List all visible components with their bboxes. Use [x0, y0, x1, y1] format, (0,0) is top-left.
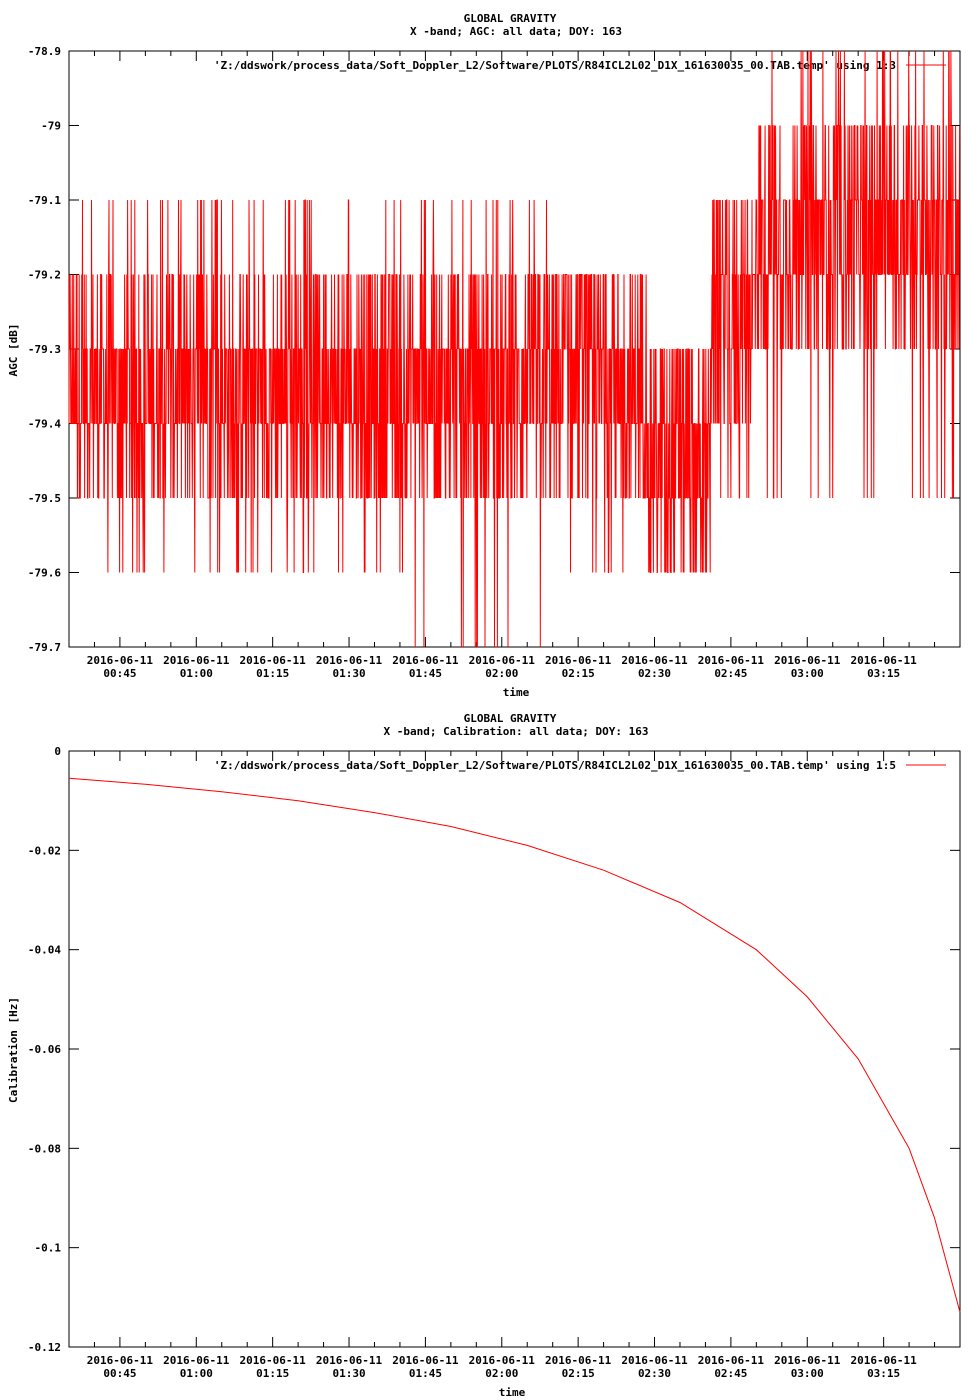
calibration-x-tick-date: 2016-06-11 [774, 1354, 841, 1367]
calibration-x-tick-time: 02:15 [562, 1367, 595, 1380]
agc-x-tick-date: 2016-06-11 [392, 654, 459, 667]
calibration-x-tick-date: 2016-06-11 [392, 1354, 459, 1367]
calibration-chart-subtitle: X -band; Calibration: all data; DOY: 163 [384, 725, 649, 738]
agc-x-tick-time: 03:00 [791, 667, 824, 680]
calibration-x-tick-time: 02:45 [714, 1367, 747, 1380]
agc-x-tick-date: 2016-06-11 [774, 654, 841, 667]
calibration-y-tick-label: 0 [54, 745, 61, 758]
agc-y-tick-label: -79.3 [28, 343, 61, 356]
agc-x-tick-date: 2016-06-11 [240, 654, 307, 667]
calibration-plot-frame [68, 750, 961, 1348]
agc-x-tick-time: 01:00 [180, 667, 213, 680]
agc-chart: GLOBAL GRAVITY X -band; AGC: all data; D… [7, 12, 961, 699]
agc-y-tick-label: -79 [41, 120, 61, 133]
calibration-x-tick-time: 00:45 [103, 1367, 136, 1380]
calibration-chart: GLOBAL GRAVITY X -band; Calibration: all… [7, 712, 961, 1399]
agc-x-tick-date: 2016-06-11 [316, 654, 383, 667]
agc-x-tick-time: 02:45 [714, 667, 747, 680]
agc-x-tick-time: 00:45 [103, 667, 136, 680]
calibration-chart-title: GLOBAL GRAVITY [464, 712, 557, 725]
agc-x-tick-date: 2016-06-11 [469, 654, 536, 667]
agc-y-tick-label: -79.2 [28, 269, 61, 282]
agc-x-tick-time: 01:30 [332, 667, 365, 680]
agc-x-tick-time: 01:15 [256, 667, 289, 680]
agc-x-tick-date: 2016-06-11 [545, 654, 612, 667]
agc-y-tick-label: -79.1 [28, 194, 61, 207]
agc-chart-title: GLOBAL GRAVITY [464, 12, 557, 25]
calibration-legend-label: 'Z:/ddswork/process_data/Soft_Doppler_L2… [214, 759, 896, 772]
agc-x-tick-date: 2016-06-11 [163, 654, 230, 667]
calibration-y-tick-label: -0.12 [28, 1341, 61, 1354]
agc-y-tick-label: -79.4 [28, 418, 61, 431]
agc-x-tick-time: 01:45 [409, 667, 442, 680]
calibration-x-tick-time: 02:30 [638, 1367, 671, 1380]
agc-x-tick-date: 2016-06-11 [87, 654, 154, 667]
calibration-x-tick-time: 01:15 [256, 1367, 289, 1380]
calibration-y-tick-label: -0.04 [28, 944, 61, 957]
agc-y-tick-label: -79.5 [28, 492, 61, 505]
calibration-x-tick-date: 2016-06-11 [240, 1354, 307, 1367]
agc-x-axis-label: time [503, 686, 530, 699]
agc-y-tick-label: -79.6 [28, 567, 61, 580]
calibration-x-axis-label: time [499, 1386, 526, 1399]
agc-x-tick-time: 02:00 [485, 667, 518, 680]
calibration-x-tick-time: 01:30 [332, 1367, 365, 1380]
calibration-y-tick-label: -0.1 [35, 1242, 62, 1255]
calibration-x-tick-time: 03:00 [791, 1367, 824, 1380]
calibration-x-tick-time: 03:15 [867, 1367, 900, 1380]
agc-x-tick-date: 2016-06-11 [621, 654, 688, 667]
calibration-x-tick-date: 2016-06-11 [621, 1354, 688, 1367]
calibration-series-line [68, 777, 961, 1313]
agc-x-tick-time: 02:30 [638, 667, 671, 680]
agc-y-axis-label: AGC [dB] [7, 324, 20, 377]
agc-chart-subtitle: X -band; AGC: all data; DOY: 163 [410, 25, 622, 38]
calibration-x-tick-time: 01:45 [409, 1367, 442, 1380]
calibration-x-tick-date: 2016-06-11 [698, 1354, 765, 1367]
calibration-x-tick-date: 2016-06-11 [316, 1354, 383, 1367]
agc-x-tick-time: 03:15 [867, 667, 900, 680]
calibration-y-axis-label: Calibration [Hz] [7, 997, 20, 1103]
calibration-x-tick-date: 2016-06-11 [851, 1354, 918, 1367]
agc-legend-label: 'Z:/ddswork/process_data/Soft_Doppler_L2… [214, 59, 896, 72]
agc-x-tick-date: 2016-06-11 [851, 654, 918, 667]
calibration-y-tick-label: -0.02 [28, 844, 61, 857]
calibration-x-tick-time: 01:00 [180, 1367, 213, 1380]
agc-x-tick-date: 2016-06-11 [698, 654, 765, 667]
agc-y-tick-label: -79.7 [28, 641, 61, 654]
calibration-y-tick-label: -0.08 [28, 1142, 61, 1155]
agc-x-tick-time: 02:15 [562, 667, 595, 680]
calibration-y-tick-label: -0.06 [28, 1043, 61, 1056]
agc-series-line [68, 50, 961, 648]
calibration-x-tick-time: 02:00 [485, 1367, 518, 1380]
calibration-x-tick-date: 2016-06-11 [469, 1354, 536, 1367]
agc-y-tick-label: -78.9 [28, 45, 61, 58]
calibration-x-tick-date: 2016-06-11 [163, 1354, 230, 1367]
calibration-x-tick-date: 2016-06-11 [87, 1354, 154, 1367]
calibration-x-tick-date: 2016-06-11 [545, 1354, 612, 1367]
